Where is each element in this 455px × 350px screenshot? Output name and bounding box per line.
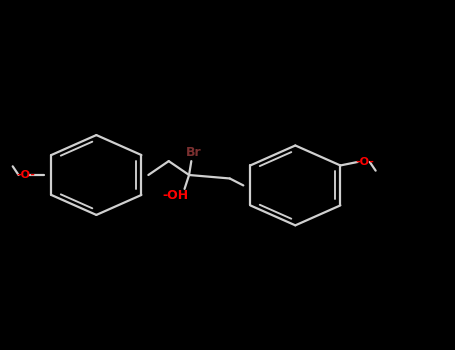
Text: -O-: -O-	[356, 157, 374, 167]
Text: Br: Br	[186, 146, 202, 159]
Text: -O-: -O-	[17, 170, 35, 180]
Text: -OH: -OH	[162, 189, 188, 202]
